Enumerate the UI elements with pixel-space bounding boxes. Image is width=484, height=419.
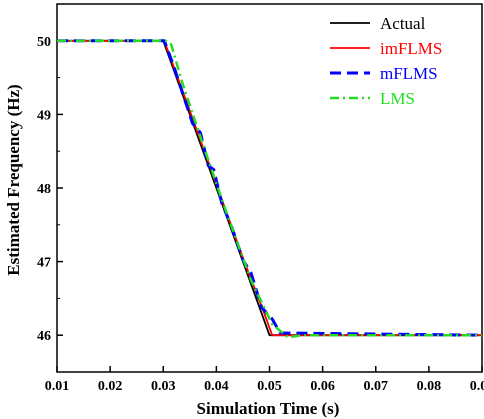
legend-label: mFLMS [380,64,438,83]
series-line-actual [57,39,482,337]
y-tick-label: 46 [37,329,51,344]
x-tick-label: 0.05 [257,379,282,394]
x-axis-title: Simulation Time (s) [197,399,340,418]
series-lines [57,39,483,339]
x-tick-label: 0.08 [417,379,442,394]
y-tick-label: 50 [37,35,51,50]
x-tick-label: 0.02 [98,379,123,394]
axis-ticks: 0.01 0.02 0.03 0.04 0.05 0.06 0.07 0.08 0.09 46 47… [37,35,484,394]
legend-label: imFLMS [380,39,442,58]
x-tick-label: 0.06 [310,379,335,394]
x-tick-label: 0.07 [364,379,389,394]
legend-label: LMS [380,89,415,108]
legend-label: Actual [380,14,426,33]
x-tick-label: 0.01 [45,379,70,394]
series-line-imflms [57,39,482,337]
series-line-mflms [57,39,483,337]
legend: Actual imFLMS mFLMS LMS [330,14,442,108]
y-axis-title: Estimated Frequency (Hz) [4,84,23,275]
y-tick-label: 49 [37,108,51,123]
y-tick-label: 47 [37,256,51,271]
x-tick-label: 0.03 [151,379,176,394]
series-line-lms [57,39,482,339]
x-tick-label: 0.04 [204,379,229,394]
y-tick-label: 48 [37,182,51,197]
x-tick-label: 0.09 [470,379,484,394]
